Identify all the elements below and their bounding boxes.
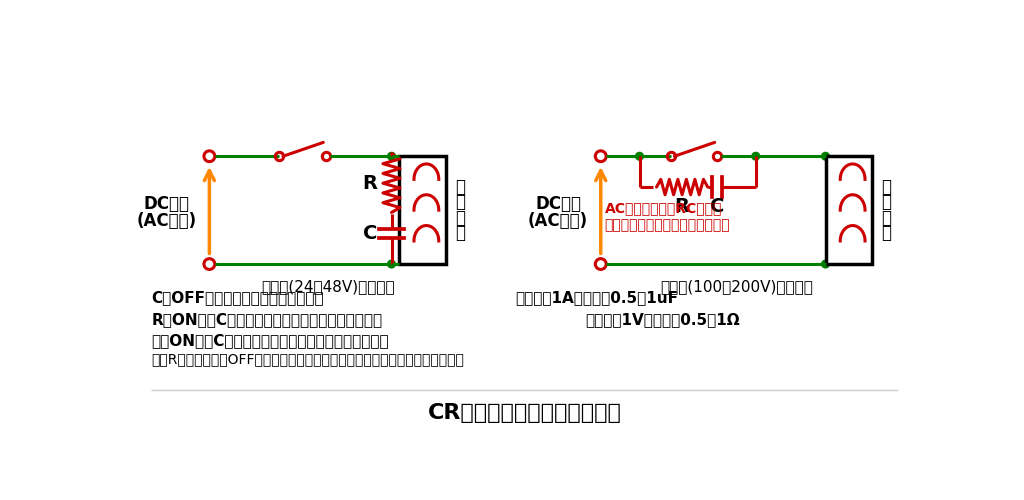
Text: (AC電圧): (AC電圧)	[136, 212, 197, 230]
Text: AC電圧の場合、RC経由で: AC電圧の場合、RC経由で	[604, 201, 722, 215]
Text: 低電圧(24～48V)に効果的: 低電圧(24～48V)に効果的	[261, 280, 394, 294]
Text: 接点電流1Aに対し、0.5～1uF: 接点電流1Aに対し、0.5～1uF	[515, 290, 679, 304]
Text: C: C	[362, 224, 377, 243]
Circle shape	[388, 260, 395, 268]
Bar	[825, 156, 872, 264]
Text: ON時にCからの放電電流を制限（接点間接続時）: ON時にCからの放電電流を制限（接点間接続時）	[152, 333, 389, 348]
Text: C: C	[710, 197, 724, 216]
Text: 接点電圧1Vに対し、0.5～1Ω: 接点電圧1Vに対し、0.5～1Ω	[586, 312, 740, 327]
Text: 荷: 荷	[455, 224, 465, 242]
Text: 漏れ電流が負荷に流れるので注意: 漏れ電流が負荷に流れるので注意	[604, 218, 730, 232]
Text: R: R	[362, 174, 377, 193]
Text: (AC電圧): (AC電圧)	[528, 212, 588, 230]
Text: C：OFF時に発生する逆起電圧を吸収: C：OFF時に発生する逆起電圧を吸収	[152, 290, 324, 304]
Circle shape	[821, 260, 829, 268]
Text: Rは小さい程、OFF時のアーク放電抑制に効果があるが、接点溶着しやすい: Rは小さい程、OFF時のアーク放電抑制に効果があるが、接点溶着しやすい	[152, 352, 464, 366]
Text: 荷: 荷	[882, 224, 891, 242]
Circle shape	[388, 152, 395, 160]
Text: 誘: 誘	[455, 178, 465, 196]
Text: DC電圧: DC電圧	[536, 195, 582, 213]
Bar	[399, 156, 445, 264]
Circle shape	[821, 152, 829, 160]
Text: DC電圧: DC電圧	[143, 195, 189, 213]
Text: 高電圧(100～200V)に効果的: 高電圧(100～200V)に効果的	[659, 280, 813, 294]
Circle shape	[636, 152, 643, 160]
Text: 導: 導	[455, 194, 465, 212]
Text: 負: 負	[455, 209, 465, 227]
Text: R：ON時のCへの充電電流を制限（負荷間接続時）: R：ON時のCへの充電電流を制限（負荷間接続時）	[152, 312, 382, 327]
Text: 導: 導	[882, 194, 891, 212]
Circle shape	[752, 152, 760, 160]
Text: CRスナバ回路による接点保護: CRスナバ回路による接点保護	[428, 402, 622, 422]
Text: 誘: 誘	[882, 178, 891, 196]
Text: R: R	[675, 197, 689, 216]
Text: 負: 負	[882, 209, 891, 227]
